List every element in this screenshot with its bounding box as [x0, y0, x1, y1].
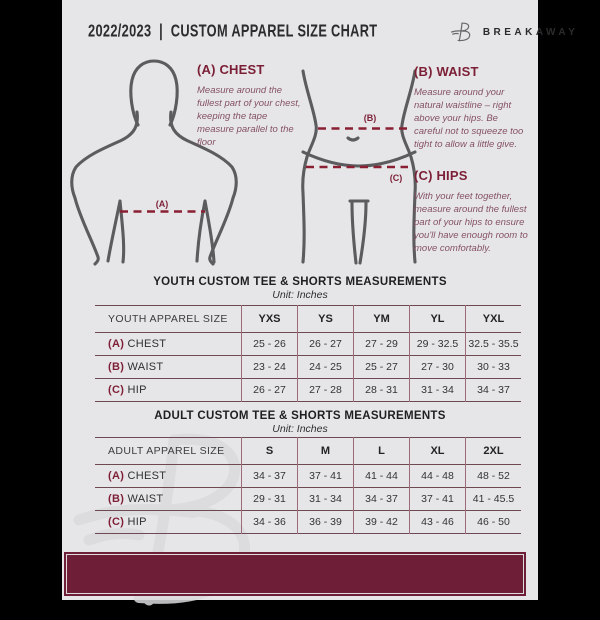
header: 2022/2023 | CUSTOM APPAREL SIZE CHART BR…: [88, 18, 575, 46]
row-letter: (C): [108, 516, 128, 528]
row-label-text: WAIST: [127, 361, 164, 373]
measurement-value: 26 - 27: [241, 378, 298, 402]
measurement-value: 37 - 41: [409, 487, 466, 511]
size-row-header: ADULT APPAREL SIZE: [108, 445, 225, 457]
measurement-value: 25 - 26: [241, 332, 298, 356]
measurement-value: 48 - 52: [465, 464, 521, 488]
row-label-text: HIP: [127, 516, 147, 528]
size-col-header: 2XL: [465, 437, 521, 465]
table-header-row: YOUTH APPAREL SIZE YXS YS YM YL YXL: [95, 305, 521, 333]
measurement-value: 44 - 48: [409, 464, 466, 488]
row-letter: (B): [108, 361, 128, 373]
measurement-value: 43 - 46: [409, 510, 466, 534]
row-letter: (C): [108, 384, 128, 396]
measurement-value: 25 - 27: [353, 355, 410, 379]
brand-lockup: BREAKAWAY: [450, 21, 579, 43]
size-col-header: M: [297, 437, 354, 465]
measurement-value: 24 - 25: [297, 355, 354, 379]
adult-table-unit: Unit: Inches: [272, 423, 328, 435]
size-col-header: XL: [409, 437, 466, 465]
size-col-header: S: [241, 437, 298, 465]
size-col-header: YXS: [241, 305, 298, 333]
measurement-value: 39 - 42: [353, 510, 410, 534]
waist-heading: (B) WAIST: [414, 64, 479, 79]
measurement-value: 29 - 31: [241, 487, 298, 511]
brand-name: BREAKAWAY: [482, 26, 579, 38]
row-label-text: HIP: [127, 384, 147, 396]
size-table: YOUTH APPAREL SIZE YXS YS YM YL YXL (A) CHEST 2…: [95, 305, 521, 402]
adult-table-title: ADULT CUSTOM TEE & SHORTS MEASUREMENTS: [154, 410, 446, 422]
measurement-label: (A) CHEST: [95, 333, 242, 356]
measurement-value: 41 - 45.5: [465, 487, 521, 511]
row-label-text: CHEST: [127, 470, 167, 482]
waist-instructions: Measure around your natural waistline – …: [414, 87, 524, 151]
size-col-header: YM: [353, 305, 410, 333]
measurement-label: (C) HIP: [95, 511, 242, 534]
breakaway-b-logo-icon: [450, 21, 474, 43]
measurement-diagrams: (A) (B) (C): [70, 59, 417, 266]
measurement-value: 30 - 33: [465, 355, 521, 379]
measurement-value: 46 - 50: [465, 510, 521, 534]
measurement-value: 27 - 30: [409, 355, 466, 379]
measurement-value: 34 - 37: [241, 464, 298, 488]
measurement-value: 29 - 32.5: [409, 332, 466, 356]
chest-marker: (A): [156, 199, 169, 209]
measurement-value: 28 - 31: [353, 378, 410, 402]
measurement-value: 31 - 34: [409, 378, 466, 402]
size-col-header: YL: [409, 305, 466, 333]
page-title: 2022/2023 | CUSTOM APPAREL SIZE CHART: [88, 21, 378, 41]
chest-instructions: Measure around the fullest part of your …: [197, 85, 301, 149]
measurement-value: 32.5 - 35.5: [465, 332, 521, 356]
measurement-value: 26 - 27: [297, 332, 354, 356]
measurement-value: 41 - 44: [353, 464, 410, 488]
size-col-header: YXL: [465, 305, 521, 333]
youth-size-table: YOUTH APPAREL SIZE YXS YS YM YL YXL (A) CHEST 2…: [95, 305, 521, 402]
measurement-label: (C) HIP: [95, 379, 242, 402]
measurement-row: (B) WAIST 29 - 31 31 - 34 34 - 37 37 - 41 41 …: [95, 487, 521, 511]
size-table: ADULT APPAREL SIZE S M L XL 2XL (A) CHEST 34 - …: [95, 437, 521, 534]
measurement-value: 34 - 37: [353, 487, 410, 511]
measurement-row: (A) CHEST 25 - 26 26 - 27 27 - 29 29 - 32.5 3…: [95, 332, 521, 356]
measurement-value: 27 - 29: [353, 332, 410, 356]
row-letter: (A): [108, 470, 128, 482]
row-letter: (B): [108, 493, 128, 505]
measurement-value: 34 - 36: [241, 510, 298, 534]
hips-heading: (C) HIPS: [414, 168, 468, 183]
torso-figure: [70, 59, 238, 266]
size-chart-page: 2022/2023 | CUSTOM APPAREL SIZE CHART BR…: [62, 0, 575, 600]
row-letter: (A): [108, 338, 128, 350]
measurement-label: (B) WAIST: [95, 356, 242, 379]
measurement-value: 23 - 24: [241, 355, 298, 379]
measurement-value: 36 - 39: [297, 510, 354, 534]
chest-heading: (A) CHEST: [197, 62, 265, 77]
adult-size-table: ADULT APPAREL SIZE S M L XL 2XL (A) CHEST 34 - …: [95, 437, 521, 534]
youth-table-title: YOUTH CUSTOM TEE & SHORTS MEASUREMENTS: [153, 276, 447, 288]
hips-instructions: With your feet together, measure around …: [414, 191, 528, 255]
size-row-header: YOUTH APPAREL SIZE: [108, 313, 228, 325]
row-label-text: WAIST: [127, 493, 164, 505]
measurement-row: (C) HIP 26 - 27 27 - 28 28 - 31 31 - 34 34 - …: [95, 378, 521, 402]
measurement-label: (A) CHEST: [95, 465, 242, 488]
measurement-value: 31 - 34: [297, 487, 354, 511]
hips-figure: [301, 69, 417, 265]
hips-marker: (C): [390, 173, 403, 183]
row-label-text: CHEST: [127, 338, 167, 350]
measurement-label: (B) WAIST: [95, 488, 242, 511]
waist-marker: (B): [364, 113, 377, 123]
measurement-value: 34 - 37: [465, 378, 521, 402]
youth-table-unit: Unit: Inches: [272, 289, 328, 301]
size-col-header: L: [353, 437, 410, 465]
measurement-row: (C) HIP 34 - 36 36 - 39 39 - 42 43 - 46 46 - …: [95, 510, 521, 534]
measurement-row: (B) WAIST 23 - 24 24 - 25 25 - 27 27 - 30 30 …: [95, 355, 521, 379]
footer-bar: [66, 554, 524, 594]
measurement-value: 27 - 28: [297, 378, 354, 402]
size-col-header: YS: [297, 305, 354, 333]
measurement-value: 37 - 41: [297, 464, 354, 488]
measurement-row: (A) CHEST 34 - 37 37 - 41 41 - 44 44 - 48 48 …: [95, 464, 521, 488]
table-header-row: ADULT APPAREL SIZE S M L XL 2XL: [95, 437, 521, 465]
